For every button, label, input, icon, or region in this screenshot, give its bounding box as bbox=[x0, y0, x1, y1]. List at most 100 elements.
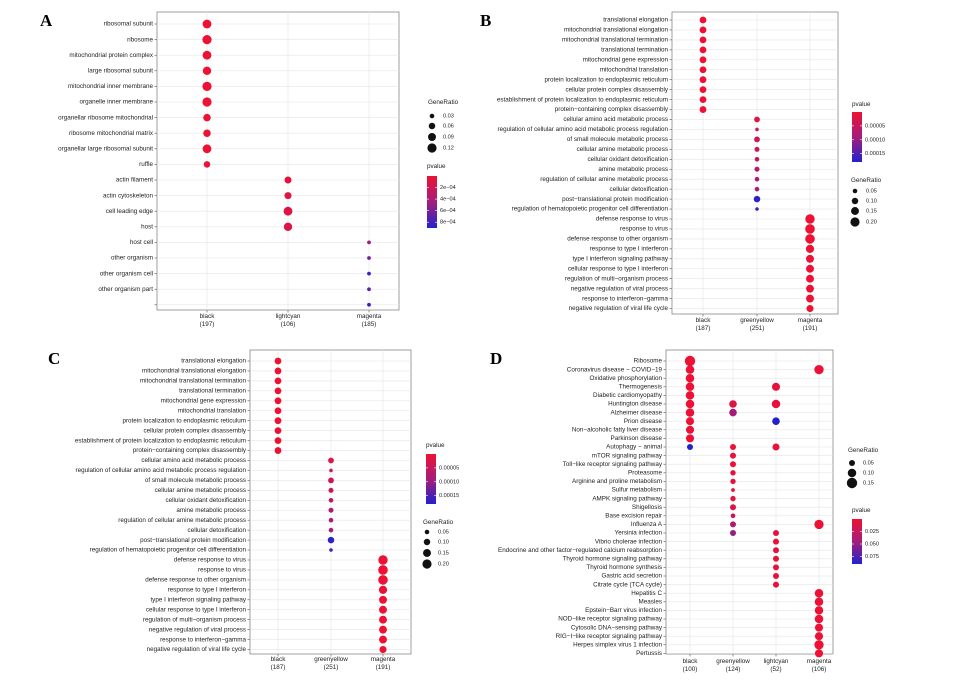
group-count: (100) bbox=[683, 666, 698, 673]
panel-letter: B bbox=[480, 11, 491, 30]
term-label: cellular amine metabolic process bbox=[155, 487, 246, 494]
size-legend-label: 0.12 bbox=[443, 145, 454, 151]
data-point bbox=[685, 365, 695, 374]
data-point bbox=[730, 504, 736, 511]
color-bar bbox=[852, 112, 862, 162]
term-label: mitochondrial translational elongation bbox=[142, 368, 246, 375]
term-label: regulation of cellular amino acid metabo… bbox=[76, 467, 247, 474]
data-point bbox=[773, 573, 779, 579]
data-point bbox=[814, 519, 824, 530]
group-label: greenyellow bbox=[740, 317, 774, 324]
group-count: (191) bbox=[376, 664, 391, 671]
size-legend: GeneRatio 0.05 0.10 0.15 0.20 bbox=[422, 519, 454, 569]
term-label: Sulfur metabolism bbox=[612, 487, 662, 494]
term-label: protein localization to endoplasmic reti… bbox=[544, 76, 668, 83]
data-point bbox=[684, 355, 696, 367]
panel-letter: D bbox=[490, 349, 502, 368]
group-label: greenyellow bbox=[716, 658, 750, 665]
data-point bbox=[773, 581, 779, 588]
data-point bbox=[773, 530, 779, 536]
data-point bbox=[685, 391, 695, 400]
data-point bbox=[730, 513, 736, 519]
color-legend-label: 8e−04 bbox=[440, 220, 456, 226]
term-label: amine metabolic process bbox=[598, 166, 668, 173]
size-legend-dot bbox=[847, 468, 857, 478]
size-legend-label: 0.15 bbox=[438, 550, 449, 556]
term-label: response to interferon−gamma bbox=[160, 636, 246, 643]
data-point bbox=[699, 66, 707, 74]
term-label: establishment of protein localization to… bbox=[497, 96, 668, 103]
data-point bbox=[378, 555, 388, 565]
term-label: cellular response to type I interferon bbox=[146, 606, 247, 613]
data-point bbox=[754, 176, 760, 182]
size-legend-label: 0.10 bbox=[438, 539, 449, 545]
size-legend: GeneRatio 0.05 0.10 0.15 0.20 bbox=[850, 177, 882, 227]
data-point bbox=[274, 417, 282, 425]
data-point bbox=[284, 192, 292, 200]
color-bar bbox=[426, 454, 436, 504]
data-point bbox=[730, 478, 736, 485]
data-point bbox=[699, 16, 707, 24]
data-point bbox=[367, 240, 371, 245]
data-point bbox=[699, 86, 707, 94]
term-label: negative regulation of viral life cycle bbox=[147, 646, 247, 653]
data-point bbox=[367, 287, 371, 292]
data-point bbox=[274, 407, 282, 415]
group-label: magenta bbox=[357, 313, 382, 320]
data-point bbox=[755, 207, 759, 211]
term-label: Autophagy − animal bbox=[606, 444, 662, 451]
group-label: magenta bbox=[371, 656, 396, 663]
data-point bbox=[202, 97, 212, 107]
size-legend-dot bbox=[427, 143, 437, 153]
data-point bbox=[814, 606, 824, 615]
term-label: cellular oxidant detoxification bbox=[587, 156, 668, 163]
data-point bbox=[283, 206, 293, 216]
term-label: of small molecule metabolic process bbox=[567, 136, 668, 143]
size-legend: GeneRatio 0.05 0.10 0.15 bbox=[846, 447, 879, 489]
data-point bbox=[283, 222, 293, 231]
size-legend: GeneRatio 0.03 0.06 0.09 0.12 bbox=[427, 99, 459, 153]
data-point bbox=[699, 26, 707, 34]
term-label: host bbox=[141, 223, 153, 230]
data-point bbox=[202, 144, 212, 154]
data-point bbox=[806, 294, 814, 303]
color-legend-label: 0.00015 bbox=[865, 151, 885, 157]
size-legend-label: 0.06 bbox=[443, 123, 454, 129]
term-label: Arginine and proline metabolism bbox=[572, 478, 662, 485]
data-point bbox=[730, 470, 736, 476]
data-point bbox=[685, 399, 695, 409]
color-legend-label: 2e−04 bbox=[440, 185, 456, 191]
term-label: regulation of cellular amine metabolic p… bbox=[118, 517, 246, 524]
size-legend-label: 0.05 bbox=[866, 188, 877, 194]
data-point bbox=[754, 136, 760, 143]
color-legend-label: 0.050 bbox=[865, 541, 879, 547]
data-point bbox=[773, 538, 779, 545]
data-point bbox=[328, 517, 334, 523]
color-legend-label: 0.075 bbox=[865, 554, 879, 560]
size-legend-dot bbox=[852, 188, 858, 194]
data-point bbox=[367, 256, 371, 260]
term-label: Measles bbox=[639, 598, 662, 605]
term-label: Ribosome bbox=[634, 358, 663, 365]
color-legend-label: 4e−04 bbox=[440, 197, 456, 203]
data-point bbox=[773, 555, 779, 562]
data-point bbox=[806, 254, 814, 263]
term-label: cellular protein complex disassembly bbox=[565, 86, 668, 93]
term-label: Influenza A bbox=[631, 521, 663, 528]
data-point bbox=[379, 625, 387, 634]
data-point bbox=[753, 195, 761, 203]
term-label: Cytosolic DNA−sensing pathway bbox=[571, 624, 663, 631]
term-label: Non−alcoholic fatty liver disease bbox=[572, 426, 663, 433]
term-label: Base excision repair bbox=[605, 512, 662, 519]
term-label: ribosome mitochondrial matrix bbox=[69, 130, 154, 137]
size-legend-label: 0.03 bbox=[443, 113, 454, 119]
data-point bbox=[731, 488, 735, 492]
data-point bbox=[806, 274, 814, 283]
term-label: actin filament bbox=[116, 177, 153, 184]
data-point bbox=[202, 35, 212, 45]
term-label: translational termination bbox=[179, 388, 246, 395]
term-label: regulation of hematopoietic progenitor c… bbox=[90, 547, 247, 554]
term-label: amine metabolic process bbox=[176, 507, 246, 514]
